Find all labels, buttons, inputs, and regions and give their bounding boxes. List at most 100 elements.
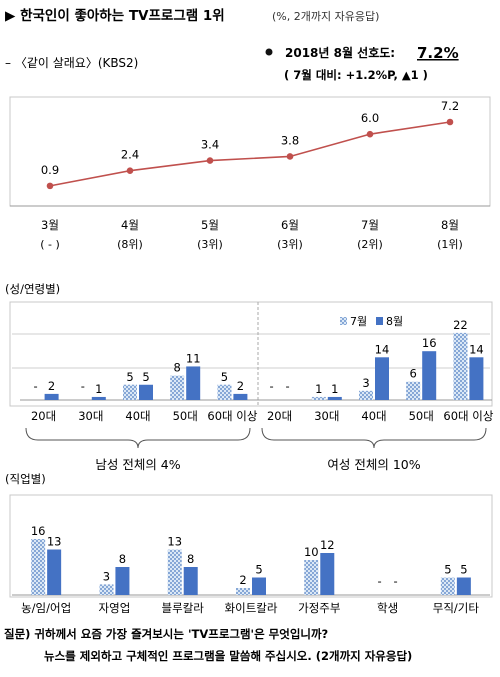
bar-category-label: 30대 [78, 409, 103, 423]
bar-value-label: 2 [239, 573, 246, 587]
month-tick-label: 7월 [361, 218, 379, 232]
bar-august [139, 384, 153, 400]
trend-point [286, 153, 294, 160]
bar-value-label: 5 [221, 370, 228, 384]
bar-category-label: 40대 [361, 409, 386, 423]
bar-july [31, 539, 46, 595]
bar-category-label: 50대 [409, 409, 434, 423]
month-rank-label: (3위) [197, 238, 223, 251]
bar-value-label: 1 [331, 382, 338, 396]
month-rank-label: (8위) [117, 238, 143, 251]
trend-line-chart: 0.9 3월 ( - ) 2.4 4월 (8위) 3.4 5월 (3위) 3.8 6월 (3위) 6.0… [9, 96, 491, 251]
bar-july [304, 560, 319, 595]
trend-point [206, 157, 214, 164]
line-chart-frame [9, 96, 491, 207]
trend-point [126, 167, 134, 174]
bar-value-label: 3 [103, 570, 110, 584]
bar-august [375, 357, 389, 400]
bar-category-label: 40대 [125, 409, 150, 423]
bar-value-label: 5 [460, 563, 467, 577]
bar-value-label: 14 [469, 342, 484, 356]
legend-label-july: 7월 [350, 315, 367, 328]
bar-value-label: 16 [422, 336, 437, 350]
bar-july [453, 332, 468, 400]
bar-value-label: 10 [304, 545, 319, 559]
bar-value-label: 2 [237, 379, 244, 393]
bar-august [183, 567, 198, 595]
page-title: ▶ 한국인이 좋아하는 TV프로그램 1위 [5, 7, 225, 24]
bar-july [406, 381, 421, 400]
bar-august [91, 396, 106, 400]
bar-category-label: 20대 [267, 409, 292, 423]
bar-july [359, 390, 373, 400]
bar-category-label: 30대 [314, 409, 339, 423]
bar-value-label: 8 [187, 552, 194, 566]
bar-category-label: 농/임/어업 [21, 601, 71, 615]
bar-category-label: 60대 이상 [207, 409, 257, 423]
bar-value-label: 13 [167, 535, 182, 549]
question-text-2: 뉴스를 제외하고 구체적인 프로그램을 말씀해 주십시오. (2개까지 자유응답… [44, 649, 412, 663]
bar-category-label: 자영업 [99, 601, 131, 615]
bar-value-label: 1 [95, 382, 102, 396]
bar-value-label: 2 [48, 379, 55, 393]
preference-value: 7.2% [417, 44, 459, 62]
bullet-icon [265, 48, 273, 56]
age-chart-frame [9, 301, 493, 407]
bar-august [320, 553, 335, 595]
bar-value-label: 14 [375, 342, 390, 356]
bar-august [44, 393, 59, 400]
bar-august [422, 351, 437, 400]
bar-value-label: 13 [47, 535, 62, 549]
bar-august [327, 396, 342, 400]
trend-value-label: 2.4 [121, 148, 139, 162]
bar-value-label: 5 [142, 370, 149, 384]
trend-value-label: 0.9 [41, 163, 59, 177]
bar-category-label: 가정주부 [298, 601, 340, 615]
trend-point [46, 182, 54, 190]
bar-august [469, 357, 484, 400]
month-tick-label: 3월 [41, 218, 59, 232]
month-tick-label: 8월 [441, 218, 459, 232]
bar-august [186, 366, 201, 400]
month-tick-label: 5월 [201, 218, 219, 232]
change-note: ( 7월 대비: +1.2%P, ▲1 ) [284, 68, 428, 82]
bar-july [99, 584, 114, 595]
bar-value-label: - [34, 379, 38, 393]
legend-label-aug: 8월 [386, 315, 403, 328]
bar-value-label: 5 [255, 563, 262, 577]
bar-july [170, 375, 185, 400]
trend-value-label: 3.4 [201, 138, 219, 152]
bar-value-label: 3 [362, 376, 369, 390]
trend-line [49, 121, 451, 187]
bar-august [47, 549, 62, 595]
bar-july [217, 384, 232, 400]
trend-value-label: 3.8 [281, 133, 299, 147]
bar-category-label: 60대 이상 [443, 409, 493, 423]
bar-value-label: - [270, 379, 274, 393]
bar-july [123, 384, 137, 400]
legend-swatch-july [340, 317, 347, 325]
bar-value-label: 8 [119, 552, 126, 566]
bar-july [440, 577, 455, 595]
question-text: 질문) 귀하께서 요즘 가장 즐겨보시는 'TV프로그램'은 무엇입니까? [4, 627, 328, 641]
bar-category-label: 화이트칼라 [225, 601, 278, 615]
bar-category-label: 블루칼라 [162, 601, 205, 615]
female-group-label: 여성 전체의 10% [327, 457, 420, 472]
trend-point [446, 118, 454, 126]
bar-value-label: 5 [444, 563, 451, 577]
bar-july [236, 588, 250, 595]
trend-value-label: 6.0 [361, 111, 379, 125]
bar-value-label: 12 [320, 538, 335, 552]
bar-value-label: 5 [126, 370, 133, 384]
bar-july [167, 549, 182, 595]
job-section-title: (직업별) [5, 472, 46, 486]
male-group-label: 남성 전체의 4% [95, 457, 180, 472]
job-chart-frame [9, 494, 493, 598]
bar-august [456, 577, 471, 595]
legend: 7월 8월 [340, 315, 403, 328]
bar-value-label: - [81, 379, 85, 393]
trend-value-label: 7.2 [441, 99, 459, 113]
